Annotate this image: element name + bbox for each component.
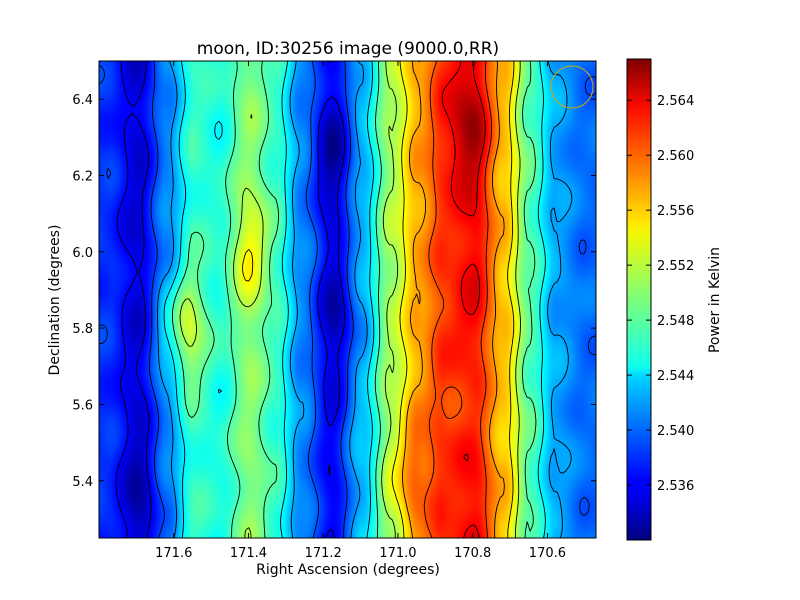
y-tick-label: 5.4	[72, 475, 93, 490]
colorbar-tick-label: 2.552	[657, 259, 694, 274]
colorbar-tick-label: 2.540	[657, 424, 694, 439]
colorbar-tick-label: 2.564	[657, 94, 694, 109]
x-tick-label: 171.0	[379, 546, 416, 561]
contour-line	[99, 61, 596, 538]
x-tick-label: 170.8	[454, 546, 491, 561]
colorbar-label: Power in Kelvin	[707, 247, 723, 353]
y-tick-label: 6.0	[72, 246, 93, 261]
y-axis-label: Declination (degrees)	[47, 225, 63, 376]
plot-frame	[98, 60, 597, 539]
x-tick-label: 170.6	[529, 546, 566, 561]
x-axis-label: Right Ascension (degrees)	[256, 562, 440, 578]
colorbar-tick-label: 2.556	[657, 204, 694, 219]
chart-title: moon, ID:30256 image (9000.0,RR)	[197, 39, 499, 59]
x-tick-label: 171.6	[155, 546, 192, 561]
contour-line	[441, 61, 486, 538]
colorbar-tick-label: 2.544	[657, 369, 694, 384]
y-tick-label: 6.4	[72, 93, 93, 108]
contour-line	[242, 61, 515, 538]
colorbar-tick-label: 2.560	[657, 149, 694, 164]
beam-marker	[550, 65, 594, 109]
contour-lines	[99, 61, 596, 538]
colorbar-frame	[626, 58, 652, 541]
contour-line	[423, 61, 493, 538]
colorbar-tick-label: 2.548	[657, 314, 694, 329]
contour-line	[163, 61, 546, 538]
contour-line	[157, 61, 573, 538]
colorbar-tick-label: 2.536	[657, 479, 694, 494]
contour-line	[171, 61, 537, 538]
y-tick-label: 6.2	[72, 169, 93, 184]
x-axis-ticks: 171.6 171.4 171.2 171.0 170.8 170.6	[155, 61, 566, 561]
x-tick-label: 171.4	[230, 546, 267, 561]
colorbar-gradient	[627, 59, 651, 540]
y-axis-ticks: 5.4 5.6 5.8 6.0 6.2 6.4	[72, 93, 596, 490]
x-tick-label: 171.2	[305, 546, 342, 561]
heatmap-image	[99, 61, 596, 538]
colorbar-ticks: 2.536 2.540 2.544 2.548 2.552 2.556 2.560 2.564	[627, 94, 694, 494]
y-tick-label: 5.8	[72, 322, 93, 337]
contour-line	[402, 61, 505, 538]
contour-line	[179, 61, 521, 538]
y-tick-label: 5.6	[72, 398, 93, 413]
contour-line	[115, 61, 346, 538]
colorbar: 2.536 2.540 2.544 2.548 2.552 2.556 2.560 2.564	[626, 58, 694, 541]
plot-area	[98, 60, 597, 539]
